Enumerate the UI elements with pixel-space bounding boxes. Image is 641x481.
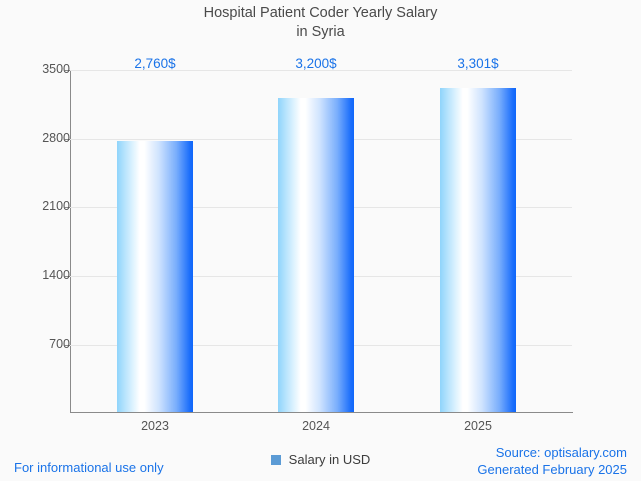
y-tick-label-1400: 1400: [42, 268, 70, 282]
y-tick-label-700: 700: [49, 337, 70, 351]
generated-date-text: Generated February 2025: [477, 462, 627, 477]
y-tick-mark-700: [65, 345, 70, 346]
y-tick-mark-2100: [65, 207, 70, 208]
y-tick-label-2100: 2100: [42, 199, 70, 213]
chart-legend[interactable]: Salary in USD: [0, 452, 641, 467]
bar-2023[interactable]: [117, 141, 193, 412]
chart-title-line-1: Hospital Patient Coder Yearly Salary: [203, 5, 438, 21]
x-tick-label-2024: 2024: [302, 419, 330, 433]
bar-2025[interactable]: [440, 88, 516, 412]
chart-title: Hospital Patient Coder Yearly Salary in …: [0, 4, 641, 42]
x-tick-label-2025: 2025: [464, 419, 492, 433]
legend-swatch-icon: [270, 454, 281, 465]
x-axis-line: [70, 412, 573, 413]
x-tick-label-2023: 2023: [141, 419, 169, 433]
bar-2024[interactable]: [278, 98, 354, 412]
disclaimer-text: For informational use only: [14, 460, 164, 475]
source-text: Source: optisalary.com: [495, 445, 627, 460]
gridline-3500: [70, 70, 572, 71]
y-axis-line: [70, 70, 71, 413]
y-tick-label-2800: 2800: [42, 131, 70, 145]
y-tick-mark-1400: [65, 276, 70, 277]
y-tick-label-3500: 3500: [42, 62, 70, 76]
bar-value-label-2025: 3,301$: [457, 56, 499, 71]
legend-item-label: Salary in USD: [288, 452, 371, 467]
y-tick-mark-2800: [65, 139, 70, 140]
y-tick-mark-3500: [65, 70, 70, 71]
plot-area: [70, 70, 572, 412]
bar-value-label-2023: 2,760$: [134, 56, 176, 71]
source-block: Source: optisalary.com Generated Februar…: [477, 444, 627, 478]
bar-value-label-2024: 3,200$: [295, 56, 337, 71]
chart-title-line-2: in Syria: [296, 24, 345, 40]
